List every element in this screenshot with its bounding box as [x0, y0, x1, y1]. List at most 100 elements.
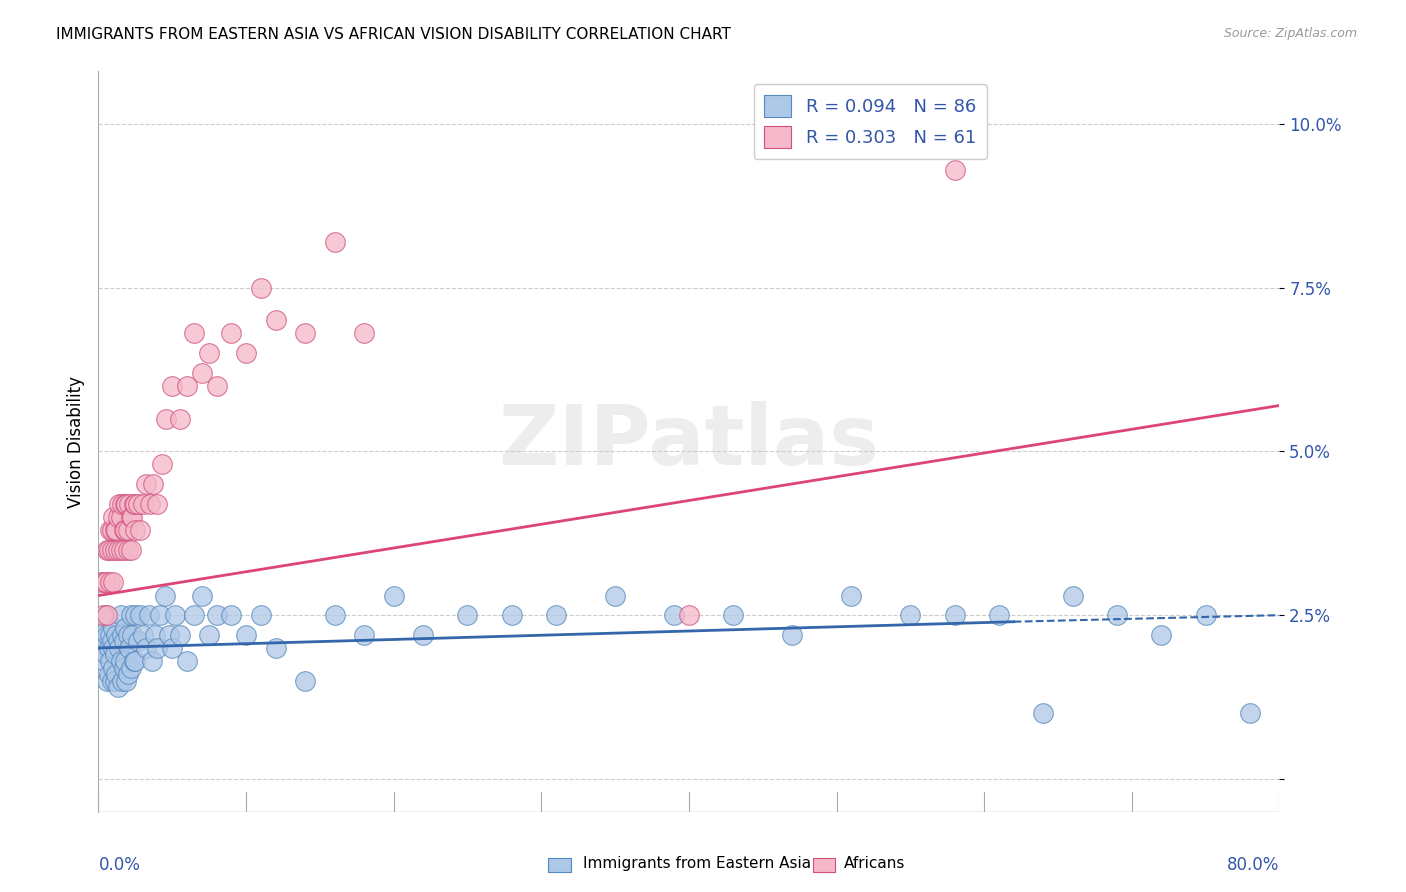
Point	[988, 608, 1011, 623]
Point	[110, 654, 132, 668]
Point	[104, 523, 127, 537]
Point	[127, 634, 149, 648]
Point	[103, 575, 125, 590]
Point	[103, 660, 125, 674]
Point	[235, 628, 257, 642]
Point	[943, 162, 966, 177]
Point	[107, 680, 129, 694]
Point	[183, 608, 205, 623]
Point	[124, 497, 146, 511]
Point	[100, 523, 122, 537]
Point	[250, 280, 273, 294]
Point	[153, 589, 176, 603]
Text: IMMIGRANTS FROM EASTERN ASIA VS AFRICAN VISION DISABILITY CORRELATION CHART: IMMIGRANTS FROM EASTERN ASIA VS AFRICAN …	[56, 27, 731, 42]
Point	[412, 628, 434, 642]
Point	[138, 608, 160, 623]
Point	[664, 608, 686, 623]
Point	[162, 640, 183, 655]
Point	[103, 640, 125, 655]
Point	[112, 634, 135, 648]
Point	[108, 640, 131, 655]
Point	[112, 523, 135, 537]
Point	[120, 509, 142, 524]
Point	[294, 326, 316, 341]
Point	[96, 673, 118, 688]
Point	[111, 673, 134, 688]
Point	[120, 660, 142, 674]
Point	[294, 673, 316, 688]
Point	[128, 523, 150, 537]
Point	[723, 608, 745, 623]
Point	[169, 411, 191, 425]
Point	[117, 523, 139, 537]
Point	[176, 654, 198, 668]
Point	[235, 346, 257, 360]
Point	[107, 542, 129, 557]
Point	[678, 608, 700, 623]
Point	[264, 313, 287, 327]
Point	[98, 575, 121, 590]
Point	[124, 523, 146, 537]
Point	[250, 608, 273, 623]
Point	[110, 608, 132, 623]
Point	[98, 523, 121, 537]
Point	[841, 589, 863, 603]
Point	[107, 634, 129, 648]
Point	[97, 640, 120, 655]
Y-axis label: Vision Disability: Vision Disability	[66, 376, 84, 508]
Point	[128, 608, 150, 623]
Point	[135, 477, 157, 491]
Point	[111, 628, 134, 642]
Point	[135, 640, 157, 655]
Point	[1032, 706, 1054, 721]
Text: ZIPatlas: ZIPatlas	[499, 401, 879, 482]
Point	[93, 654, 115, 668]
Point	[114, 523, 136, 537]
Point	[110, 509, 132, 524]
Point	[120, 608, 142, 623]
Point	[121, 628, 143, 642]
Point	[105, 667, 128, 681]
Point	[141, 654, 163, 668]
Point	[118, 497, 141, 511]
Point	[149, 608, 172, 623]
Point	[104, 673, 127, 688]
Point	[114, 654, 136, 668]
Point	[100, 542, 122, 557]
Point	[98, 654, 121, 668]
Point	[146, 497, 169, 511]
Point	[124, 654, 146, 668]
Point	[112, 542, 135, 557]
Text: 80.0%: 80.0%	[1227, 856, 1279, 874]
Point	[353, 628, 375, 642]
Point	[221, 608, 243, 623]
Point	[103, 509, 125, 524]
Point	[1150, 628, 1173, 642]
Point	[546, 608, 568, 623]
Point	[115, 497, 138, 511]
Point	[198, 628, 221, 642]
Point	[97, 542, 120, 557]
Point	[264, 640, 287, 655]
Point	[108, 497, 131, 511]
Point	[782, 628, 804, 642]
Point	[105, 628, 128, 642]
Point	[900, 608, 922, 623]
Point	[169, 628, 191, 642]
Point	[93, 575, 115, 590]
Point	[943, 608, 966, 623]
Point	[205, 608, 228, 623]
Point	[382, 589, 405, 603]
Point	[122, 497, 145, 511]
Point	[103, 621, 125, 635]
Text: Source: ZipAtlas.com: Source: ZipAtlas.com	[1223, 27, 1357, 40]
Text: Africans: Africans	[844, 856, 905, 871]
Point	[132, 628, 155, 642]
Point	[90, 628, 112, 642]
Point	[91, 608, 114, 623]
Point	[139, 497, 162, 511]
Point	[605, 589, 627, 603]
Point	[1107, 608, 1129, 623]
Point	[501, 608, 523, 623]
Text: 0.0%: 0.0%	[98, 856, 141, 874]
